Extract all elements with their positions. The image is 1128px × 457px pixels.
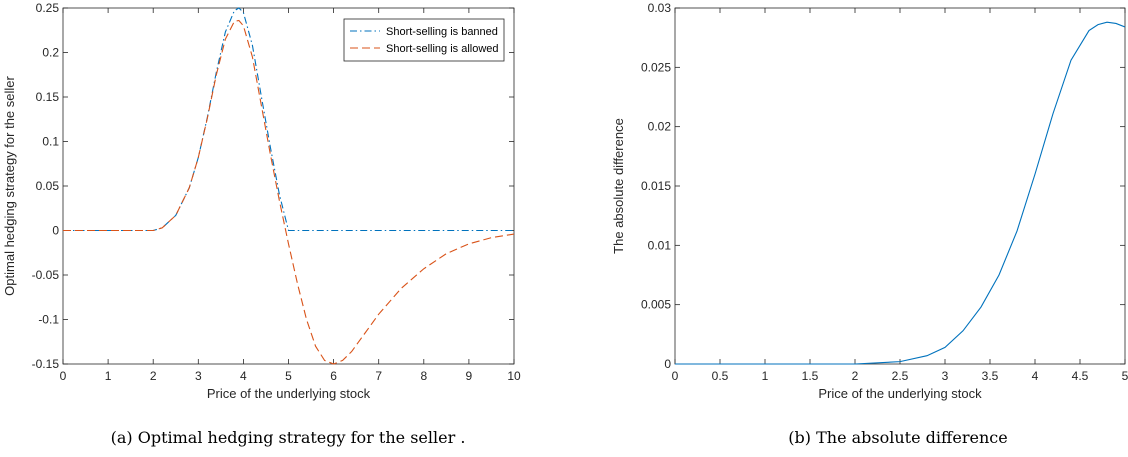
y-tick-label: 0.2 — [42, 46, 59, 60]
x-tick-label: 0 — [672, 369, 679, 383]
x-tick-label: 1 — [762, 369, 769, 383]
y-tick-label: 0.02 — [648, 120, 672, 134]
y-tick-label: -0.05 — [32, 268, 60, 282]
x-tick-label: 9 — [466, 369, 473, 383]
x-axis-label: Price of the underlying stock — [818, 386, 982, 401]
x-tick-label: 10 — [507, 369, 521, 383]
x-tick-label: 4.5 — [1072, 369, 1089, 383]
y-axis-label: The absolute difference — [611, 118, 626, 254]
x-tick-label: 6 — [330, 369, 337, 383]
x-tick-label: 7 — [375, 369, 382, 383]
y-tick-label: 0.005 — [641, 298, 671, 312]
plot-area — [62, 7, 515, 365]
series-line-1 — [63, 19, 514, 365]
y-tick-label: 0.025 — [641, 60, 671, 74]
x-tick-label: 8 — [420, 369, 427, 383]
y-tick-label: -0.1 — [38, 313, 59, 327]
y-tick-label: 0.015 — [641, 179, 671, 193]
x-tick-label: 3 — [942, 369, 949, 383]
x-tick-label: 2 — [852, 369, 859, 383]
x-tick-label: 4 — [240, 369, 247, 383]
chart-b: 0 0.5 1 1.5 2 2.5 3 3.5 4 4.5 5 0 0.005 0.01 0.015 0.02… — [611, 1, 1128, 401]
x-tick-label: 5 — [1122, 369, 1128, 383]
y-tick-label: 0.15 — [36, 90, 60, 104]
caption-b: (b) The absolute difference — [788, 428, 1007, 447]
y-tick-label: 0.01 — [648, 238, 672, 252]
y-tick-label: 0.05 — [36, 179, 60, 193]
legend-box — [343, 18, 505, 62]
chart-a: 0 1 2 3 4 5 6 7 8 9 10 -0.15 -0.1 -0.05 0 0.05 0.1 0.15 0.… — [2, 1, 521, 401]
y-tick-label: 0.03 — [648, 1, 672, 15]
x-tick-label: 2 — [150, 369, 157, 383]
x-tick-label: 0.5 — [712, 369, 729, 383]
legend-label: Short-selling is allowed — [386, 43, 499, 55]
x-tick-label: 5 — [285, 369, 292, 383]
series-line-0 — [675, 21, 1125, 365]
y-tick-label: 0.25 — [36, 1, 60, 15]
y-tick-label: 0.1 — [42, 135, 59, 149]
x-tick-label: 1.5 — [802, 369, 819, 383]
x-tick-label: 1 — [105, 369, 112, 383]
x-tick-label: 4 — [1032, 369, 1039, 383]
x-tick-label: 2.5 — [892, 369, 909, 383]
legend: Short-selling is banned Short-selling is … — [343, 18, 505, 62]
y-axis-label: Optimal hedging strategy for the seller — [2, 75, 17, 295]
caption-a: (a) Optimal hedging strategy for the sel… — [111, 428, 466, 447]
plot-area — [674, 7, 1126, 365]
x-tick-label: 3 — [195, 369, 202, 383]
y-tick-label: 0 — [664, 357, 671, 371]
legend-label: Short-selling is banned — [386, 26, 498, 38]
x-axis-label: Price of the underlying stock — [207, 386, 371, 401]
x-tick-label: 3.5 — [982, 369, 999, 383]
x-tick-label: 0 — [60, 369, 67, 383]
y-tick-label: 0 — [52, 224, 59, 238]
y-tick-label: -0.15 — [32, 357, 60, 371]
